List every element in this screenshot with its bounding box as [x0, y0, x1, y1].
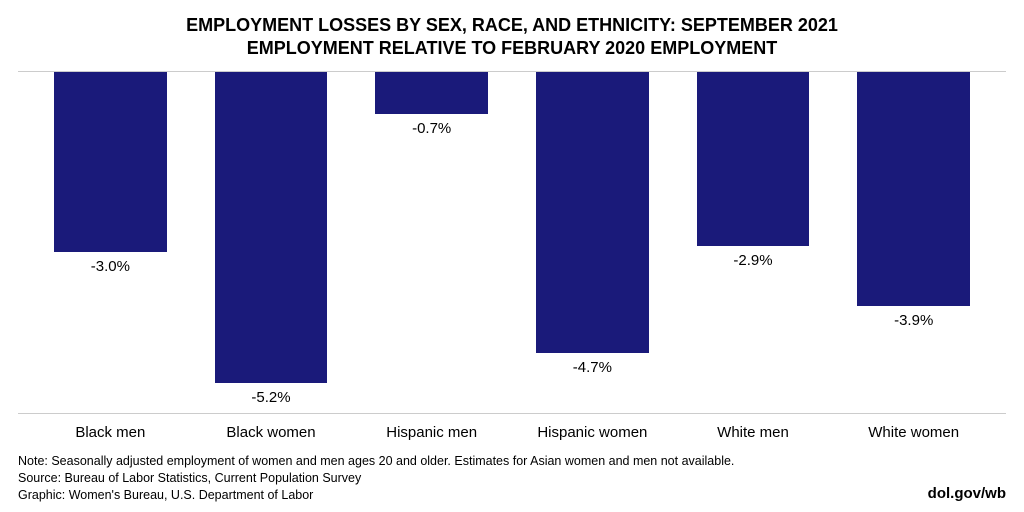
bar — [54, 72, 166, 252]
x-tick: Hispanic men — [351, 424, 512, 441]
footer-note: Note: Seasonally adjusted employment of … — [18, 453, 1006, 470]
bar — [536, 72, 648, 353]
chart-title: EMPLOYMENT LOSSES BY SEX, RACE, AND ETHN… — [18, 14, 1006, 59]
value-label: -3.0% — [91, 258, 130, 275]
chart-footer: Note: Seasonally adjusted employment of … — [18, 447, 1006, 504]
bar-slot: -3.9% — [833, 72, 994, 413]
footer-source: Source: Bureau of Labor Statistics, Curr… — [18, 470, 1006, 487]
bar-slot: -0.7% — [351, 72, 512, 413]
footer-graphic: Graphic: Women's Bureau, U.S. Department… — [18, 487, 1006, 504]
bars-row: -3.0% -5.2% -0.7% -4.7% -2.9% -3.9% — [18, 72, 1006, 413]
x-tick: Black women — [191, 424, 352, 441]
bar — [857, 72, 969, 306]
title-line-2: EMPLOYMENT RELATIVE TO FEBRUARY 2020 EMP… — [18, 37, 1006, 60]
value-label: -3.9% — [894, 312, 933, 329]
bar — [697, 72, 809, 246]
bar-slot: -3.0% — [30, 72, 191, 413]
x-tick: Black men — [30, 424, 191, 441]
bar-slot: -5.2% — [191, 72, 352, 413]
bar — [215, 72, 327, 383]
plot-area: -3.0% -5.2% -0.7% -4.7% -2.9% -3.9% — [18, 71, 1006, 414]
x-tick: White women — [833, 424, 994, 441]
chart-container: EMPLOYMENT LOSSES BY SEX, RACE, AND ETHN… — [0, 0, 1024, 512]
x-axis: Black menBlack womenHispanic menHispanic… — [18, 414, 1006, 447]
value-label: -5.2% — [251, 389, 290, 406]
value-label: -0.7% — [412, 120, 451, 137]
bar — [375, 72, 487, 114]
title-line-1: EMPLOYMENT LOSSES BY SEX, RACE, AND ETHN… — [18, 14, 1006, 37]
x-tick: Hispanic women — [512, 424, 673, 441]
footer-attribution: dol.gov/wb — [928, 484, 1006, 504]
bar-slot: -4.7% — [512, 72, 673, 413]
value-label: -4.7% — [573, 359, 612, 376]
bar-slot: -2.9% — [673, 72, 834, 413]
x-tick: White men — [673, 424, 834, 441]
value-label: -2.9% — [733, 252, 772, 269]
